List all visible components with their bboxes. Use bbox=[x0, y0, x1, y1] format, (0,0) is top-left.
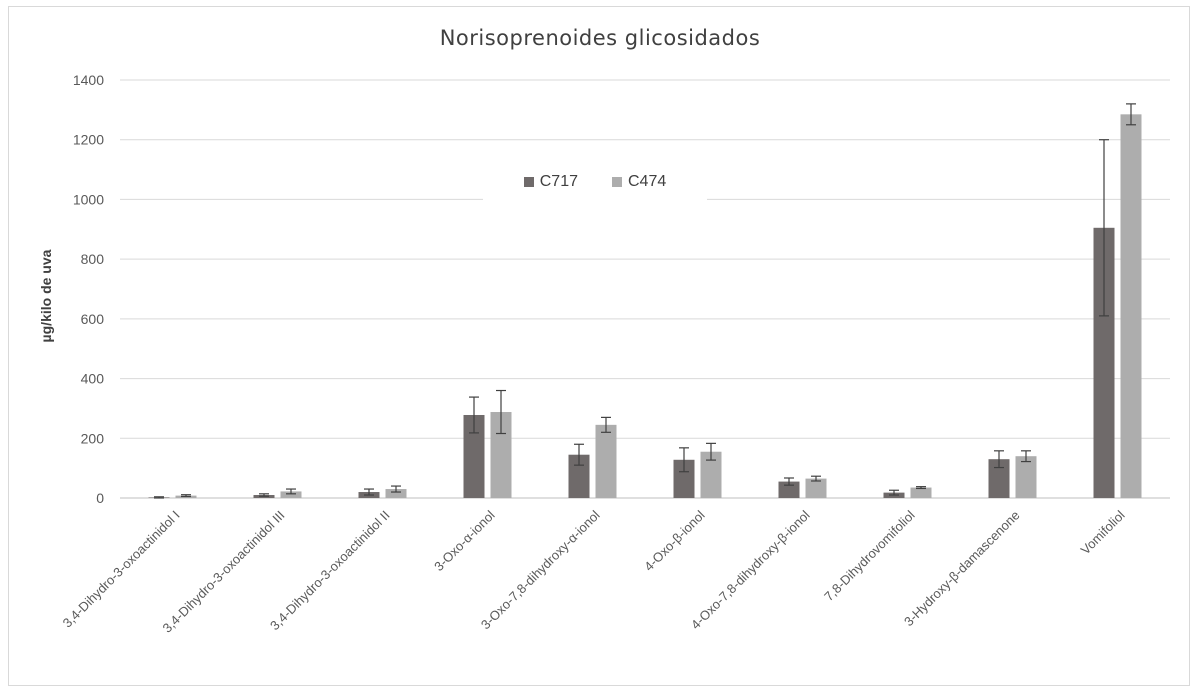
x-tick-label: 3,4-Dihydro-3-oxoactinidol I bbox=[60, 508, 183, 631]
y-tick-label: 1400 bbox=[73, 72, 104, 88]
x-tick-label: 3,4-Dihydro-3-oxoactinidol III bbox=[159, 508, 287, 636]
legend-swatch-c474 bbox=[612, 177, 622, 187]
y-tick-label: 0 bbox=[96, 490, 104, 506]
legend-item-c474: C474 bbox=[612, 173, 666, 191]
bar-c474 bbox=[1015, 456, 1037, 498]
bar-c717 bbox=[673, 459, 695, 498]
chart-title: Norisoprenoides glicosidados bbox=[439, 26, 761, 50]
bar-c717 bbox=[463, 414, 485, 498]
bar-c474 bbox=[700, 451, 722, 498]
x-tick-label: 3-Oxo-α-ionol bbox=[431, 507, 498, 574]
legend-item-c717: C717 bbox=[523, 173, 578, 191]
bar-c474 bbox=[1120, 114, 1142, 498]
legend: C717 C474 bbox=[483, 163, 707, 201]
y-tick-label: 1000 bbox=[73, 191, 104, 207]
chart-frame bbox=[8, 6, 1190, 686]
bar-c474 bbox=[910, 487, 932, 498]
bar-c474 bbox=[595, 424, 617, 498]
y-tick-label: 200 bbox=[81, 430, 105, 446]
y-tick-label: 400 bbox=[81, 371, 105, 387]
bar-c474 bbox=[280, 491, 302, 498]
bar-c717 bbox=[778, 481, 800, 498]
bar-c474 bbox=[385, 489, 407, 498]
bar-c717 bbox=[568, 454, 590, 498]
x-tick-label: 4-Oxo-β-ionol bbox=[641, 507, 708, 574]
y-tick-label: 600 bbox=[81, 311, 105, 327]
bar-c474 bbox=[490, 412, 512, 498]
legend-swatch-c717 bbox=[523, 177, 534, 187]
legend-label-c717: C717 bbox=[539, 173, 578, 190]
y-tick-label: 1200 bbox=[73, 132, 104, 148]
y-tick-label: 800 bbox=[81, 251, 105, 267]
legend-label-c474: C474 bbox=[628, 173, 667, 190]
bar-c717 bbox=[988, 459, 1010, 498]
x-tick-label: 3,4-Dihydro-3-oxoactinidol II bbox=[267, 508, 393, 634]
x-tick-label: 3-Oxo-7,8-dihydroxy-α-ionol bbox=[478, 507, 603, 632]
x-tick-label: 7,8-Dihydrovomifoliol bbox=[821, 507, 918, 604]
bar-c717 bbox=[1093, 227, 1115, 499]
x-tick-label: 4-Oxo-7,8-dihydroxy-β-ionol bbox=[688, 507, 813, 632]
x-tick-label: 3-Hydroxy-β-damascenone bbox=[901, 508, 1023, 630]
bar-c474 bbox=[805, 478, 827, 498]
x-tick-label: Vomifoliol bbox=[1078, 507, 1128, 557]
